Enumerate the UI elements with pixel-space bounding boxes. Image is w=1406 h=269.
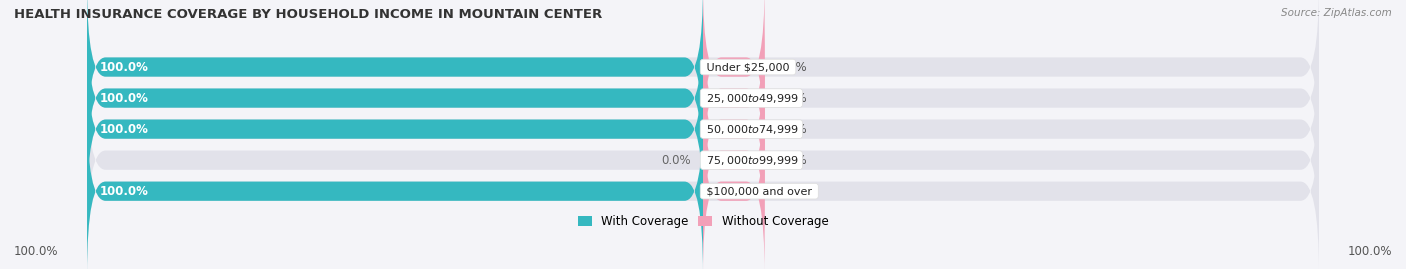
FancyBboxPatch shape	[87, 0, 1319, 151]
Text: $75,000 to $99,999: $75,000 to $99,999	[703, 154, 800, 167]
FancyBboxPatch shape	[87, 46, 703, 213]
Text: 100.0%: 100.0%	[100, 91, 148, 105]
Text: 0.0%: 0.0%	[778, 185, 807, 198]
FancyBboxPatch shape	[87, 108, 1319, 269]
Text: 100.0%: 100.0%	[100, 61, 148, 73]
FancyBboxPatch shape	[87, 15, 1319, 182]
FancyBboxPatch shape	[87, 108, 703, 269]
FancyBboxPatch shape	[703, 15, 765, 182]
Text: 0.0%: 0.0%	[778, 61, 807, 73]
FancyBboxPatch shape	[87, 77, 1319, 244]
FancyBboxPatch shape	[703, 46, 765, 213]
Text: 0.0%: 0.0%	[778, 123, 807, 136]
Text: 100.0%: 100.0%	[100, 185, 148, 198]
Legend: With Coverage, Without Coverage: With Coverage, Without Coverage	[572, 211, 834, 233]
Text: 100.0%: 100.0%	[1347, 245, 1392, 258]
Text: 100.0%: 100.0%	[14, 245, 59, 258]
Text: $100,000 and over: $100,000 and over	[703, 186, 815, 196]
Text: $50,000 to $74,999: $50,000 to $74,999	[703, 123, 800, 136]
FancyBboxPatch shape	[703, 108, 765, 269]
Text: $25,000 to $49,999: $25,000 to $49,999	[703, 91, 800, 105]
Text: 0.0%: 0.0%	[778, 154, 807, 167]
Text: 100.0%: 100.0%	[100, 123, 148, 136]
Text: 0.0%: 0.0%	[661, 154, 690, 167]
Text: Source: ZipAtlas.com: Source: ZipAtlas.com	[1281, 8, 1392, 18]
FancyBboxPatch shape	[87, 0, 703, 151]
FancyBboxPatch shape	[703, 0, 765, 151]
FancyBboxPatch shape	[703, 77, 765, 244]
Text: 0.0%: 0.0%	[778, 91, 807, 105]
Text: HEALTH INSURANCE COVERAGE BY HOUSEHOLD INCOME IN MOUNTAIN CENTER: HEALTH INSURANCE COVERAGE BY HOUSEHOLD I…	[14, 8, 602, 21]
FancyBboxPatch shape	[87, 46, 1319, 213]
Text: Under $25,000: Under $25,000	[703, 62, 793, 72]
FancyBboxPatch shape	[87, 15, 703, 182]
